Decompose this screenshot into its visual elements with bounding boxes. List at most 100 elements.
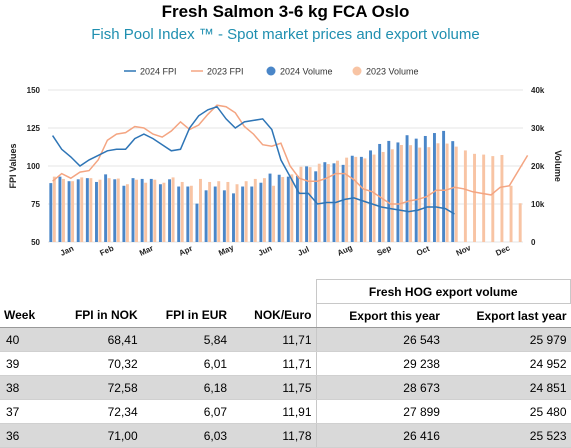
bar-2023-volume: [262, 178, 266, 242]
bar-2024-volume: [168, 179, 172, 242]
bar-2023-volume: [418, 147, 422, 242]
bar-2023-volume: [372, 154, 376, 242]
cell-week: 39: [0, 351, 51, 376]
bar-2023-volume: [482, 154, 486, 242]
bar-2024-volume: [140, 178, 144, 242]
bar-2024-volume: [423, 135, 427, 242]
x-tick-label: Jan: [59, 244, 75, 258]
bar-2023-volume: [518, 203, 522, 242]
bar-2024-volume: [204, 190, 208, 242]
cell-export-this-year: 29 238: [315, 351, 444, 376]
x-tick-label: Apr: [178, 244, 194, 258]
bar-2024-volume: [414, 138, 418, 242]
bar-2023-volume: [180, 181, 184, 242]
x-tick-label: Jun: [257, 244, 274, 258]
cell-week: 40: [0, 327, 51, 352]
cell-fpi-nok: 70,32: [50, 351, 142, 376]
col-nok-euro: NOK/Euro: [231, 303, 317, 328]
bar-2024-volume: [122, 185, 126, 242]
x-tick-label: Mar: [138, 244, 155, 258]
bar-2023-volume: [125, 184, 129, 242]
bar-2024-volume: [104, 174, 108, 242]
bar-2023-volume: [363, 158, 367, 242]
bar-2023-volume: [144, 182, 148, 242]
bar-2024-volume: [277, 174, 281, 242]
cell-export-last-year: 25 480: [443, 399, 571, 424]
y2-tick-label: 20k: [531, 162, 545, 171]
bar-2024-volume: [195, 203, 199, 242]
bar-2023-volume: [52, 176, 56, 242]
cell-fpi-eur: 6,07: [141, 399, 232, 424]
bar-2024-volume: [149, 178, 153, 242]
table-row: 37 72,34 6,07 11,91 27 899 25 480: [0, 399, 571, 424]
bar-2024-volume: [295, 175, 299, 242]
cell-fpi-eur: 6,01: [141, 351, 232, 376]
bar-2024-volume: [76, 179, 80, 242]
cell-week: 38: [0, 375, 51, 400]
bar-2023-volume: [281, 177, 285, 242]
bar-2024-volume: [49, 183, 53, 242]
cell-fpi-nok: 68,41: [50, 327, 142, 352]
bar-2023-volume: [500, 154, 504, 242]
bar-2023-volume: [436, 143, 440, 242]
y-tick-label: 50: [31, 238, 40, 247]
bar-2023-volume: [445, 143, 449, 242]
bar-2023-volume: [226, 181, 230, 242]
bar-2023-volume: [71, 181, 75, 242]
cell-fpi-nok: 72,58: [50, 375, 142, 400]
bar-2023-volume: [491, 156, 495, 242]
bar-2024-volume: [451, 141, 455, 242]
cell-export-last-year: 25 979: [443, 327, 571, 352]
bar-2024-volume: [378, 143, 382, 242]
cell-nok-euro: 11,75: [231, 375, 317, 400]
cell-fpi-nok: 72,34: [50, 399, 142, 424]
bar-2023-volume: [98, 179, 102, 242]
cell-export-this-year: 28 673: [315, 375, 444, 400]
legend-swatch: [352, 66, 362, 76]
table-row: 38 72,58 6,18 11,75 28 673 24 851: [0, 375, 571, 400]
y-tick-label: 125: [27, 124, 41, 133]
x-tick-label: Dec: [494, 243, 512, 258]
y-tick-label: 100: [27, 162, 41, 171]
cell-week: 37: [0, 399, 51, 424]
bar-2023-volume: [509, 185, 513, 242]
bar-2023-volume: [463, 150, 467, 242]
bar-2023-volume: [244, 181, 248, 242]
table-row: 36 71,00 6,03 11,78 26 416 25 523: [0, 423, 571, 448]
bar-2024-volume: [259, 182, 263, 242]
cell-week: 36: [0, 423, 51, 448]
bar-2023-volume: [62, 178, 65, 242]
bar-2024-volume: [213, 186, 217, 242]
bar-2024-volume: [241, 186, 245, 242]
bar-2024-volume: [387, 140, 391, 242]
bar-2024-volume: [95, 181, 98, 242]
bar-2023-volume: [116, 178, 120, 242]
cell-nok-euro: 11,91: [231, 399, 317, 424]
cell-nok-euro: 11,78: [231, 423, 317, 448]
cell-export-last-year: 24 851: [443, 375, 571, 400]
line-2024-fpi: [51, 105, 455, 215]
x-tick-label: Feb: [98, 244, 115, 258]
bar-2023-volume: [272, 185, 276, 242]
bar-2023-volume: [354, 156, 358, 242]
bar-2024-volume: [232, 193, 235, 242]
cell-export-this-year: 27 899: [315, 399, 444, 424]
cell-export-last-year: 25 523: [443, 423, 571, 448]
y2-axis-label: Volume: [553, 150, 563, 182]
cell-export-last-year: 24 952: [443, 351, 571, 376]
bar-2024-volume: [113, 179, 117, 242]
x-tick-label: Jul: [296, 245, 310, 258]
bar-2023-volume: [390, 149, 394, 242]
bar-2023-volume: [171, 177, 175, 242]
bar-2023-volume: [80, 177, 84, 242]
y2-tick-label: 0: [531, 238, 536, 247]
y-tick-label: 75: [31, 200, 40, 209]
bar-2024-volume: [85, 178, 89, 242]
bar-2023-volume: [208, 181, 212, 242]
col-fpi-nok: FPI in NOK: [50, 303, 142, 328]
col-export-this-year: Export this year: [315, 303, 444, 328]
bar-2023-volume: [253, 178, 257, 242]
bar-2023-volume: [317, 163, 321, 242]
x-tick-label: Nov: [455, 243, 473, 258]
x-tick-label: Sep: [376, 243, 393, 257]
